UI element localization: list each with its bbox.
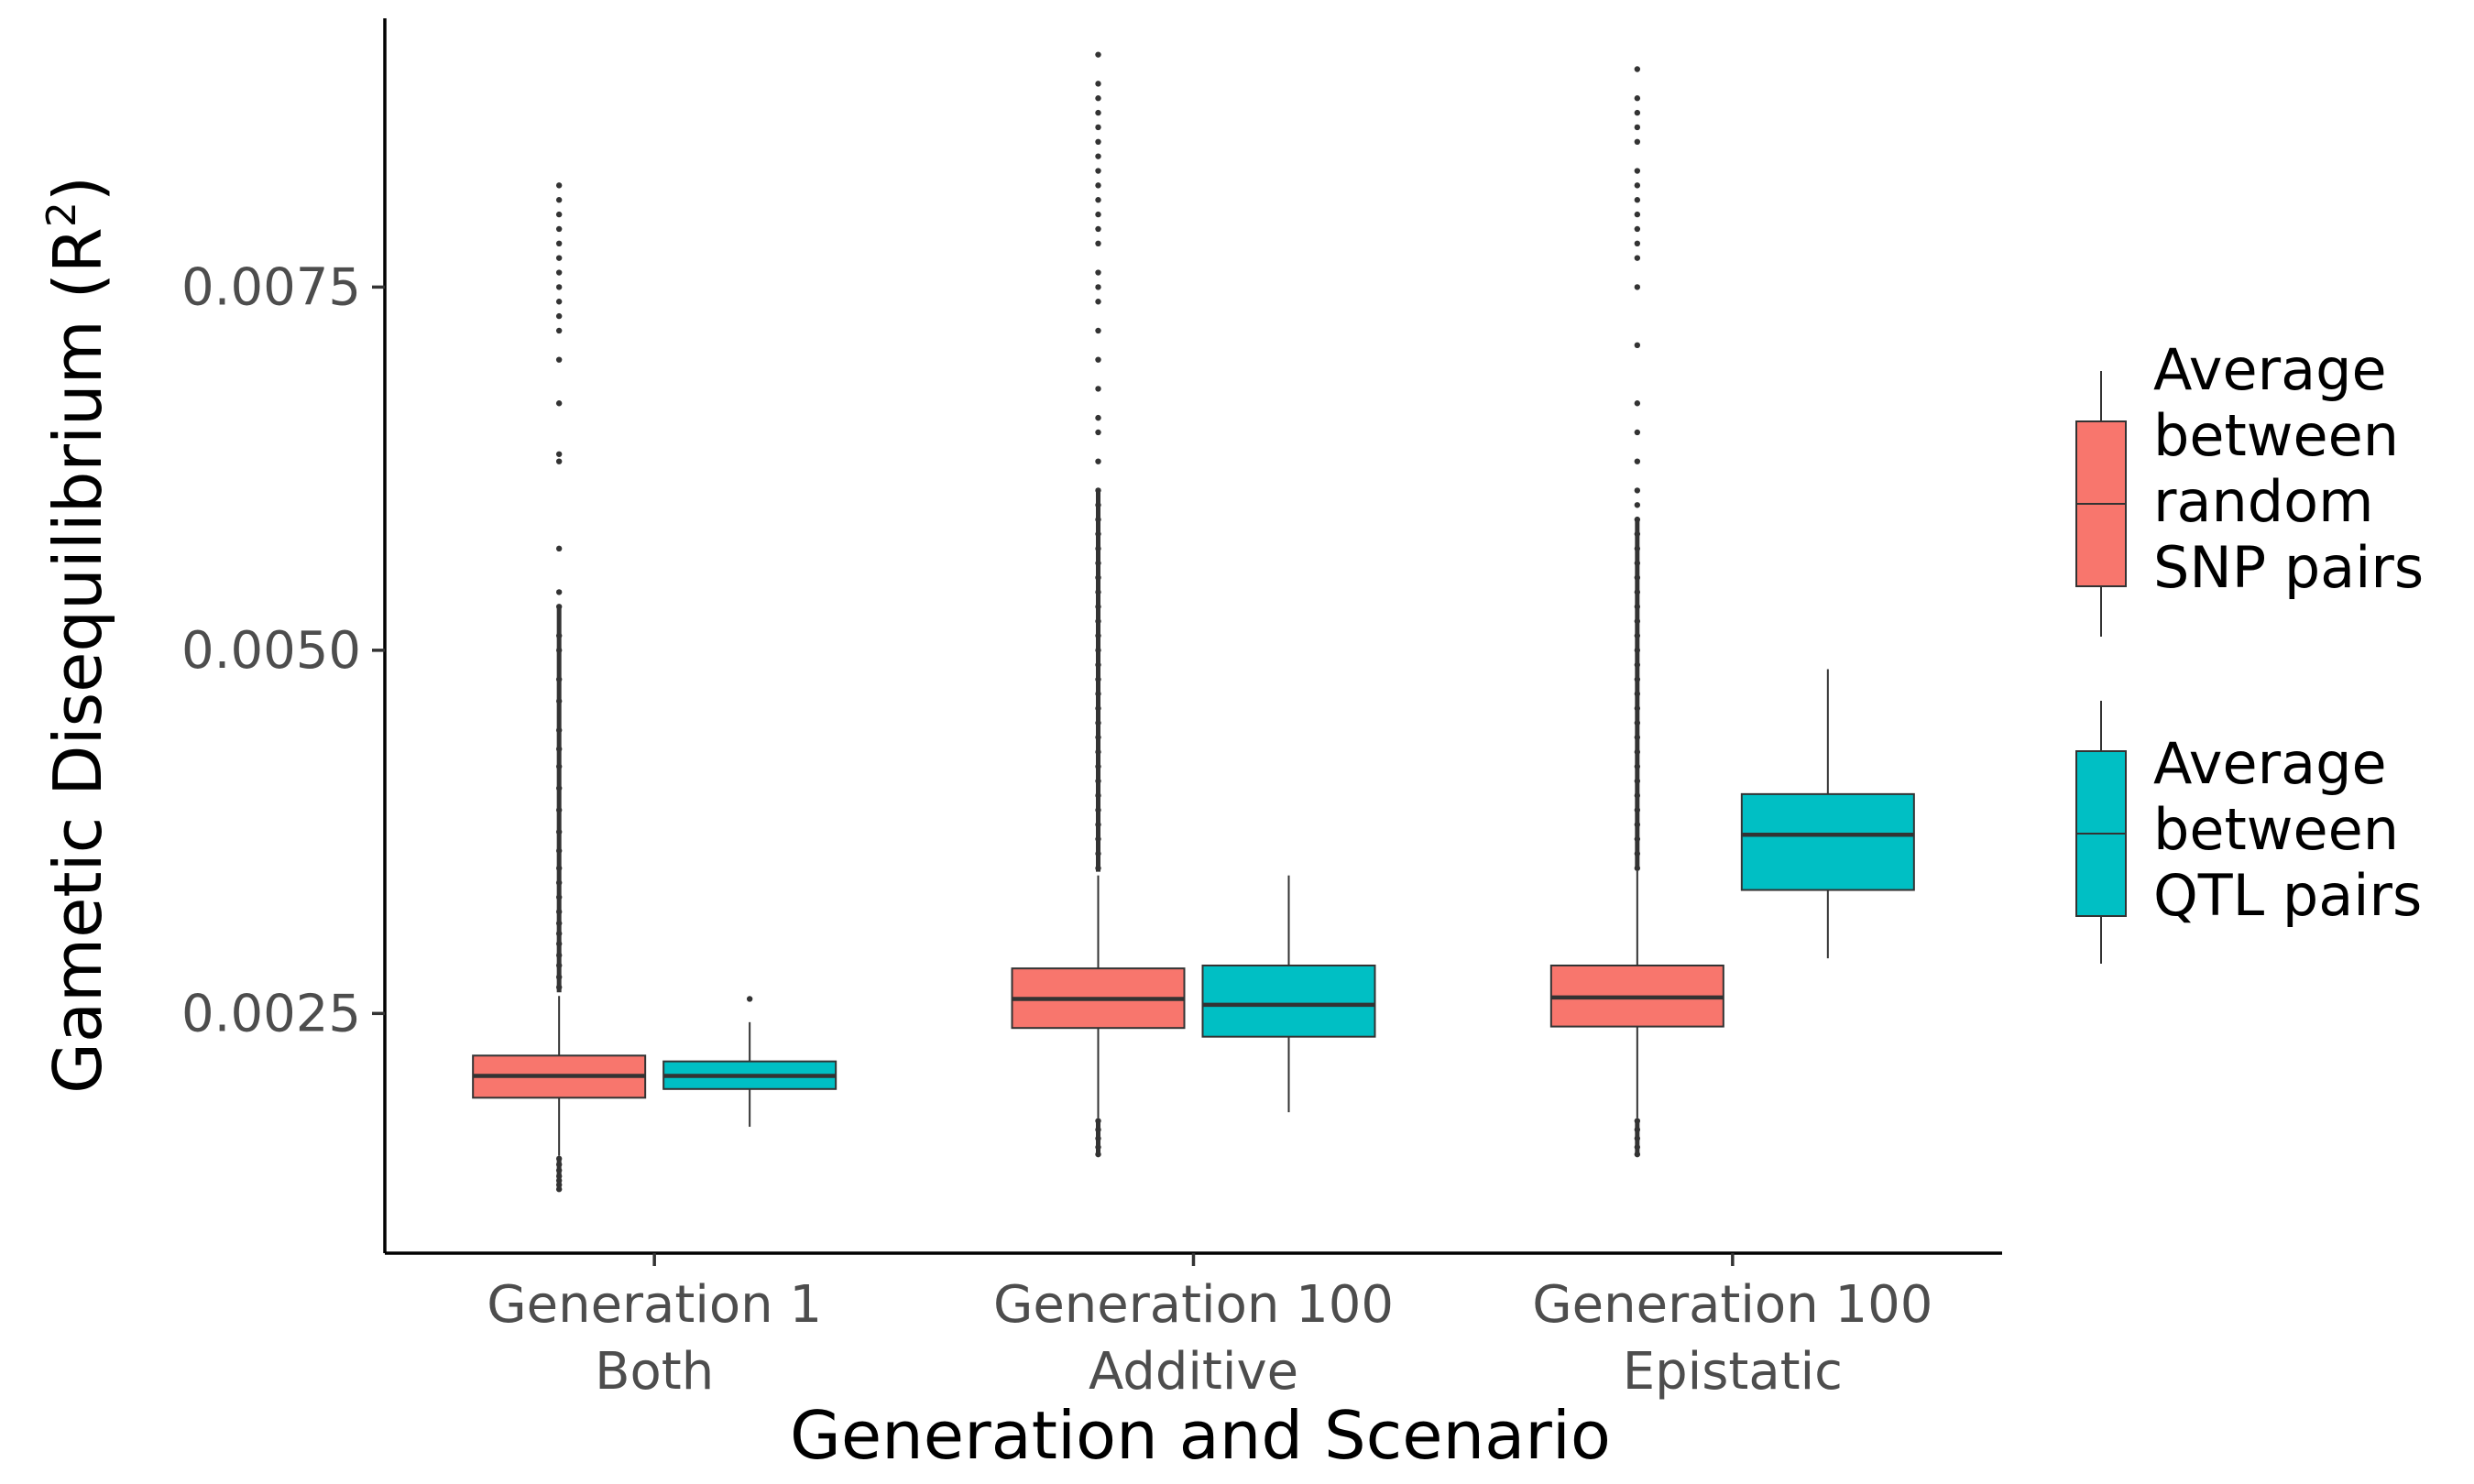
y-tick-label: 0.0075 bbox=[181, 257, 361, 317]
outlier-point bbox=[1634, 109, 1641, 116]
outlier-point bbox=[555, 211, 563, 218]
outlier-point bbox=[1634, 284, 1641, 290]
outlier-point bbox=[555, 299, 563, 305]
outlier-point bbox=[1095, 51, 1101, 58]
legend-label-line: between bbox=[2153, 796, 2399, 863]
x-tick-label-line2: Epistatic bbox=[1623, 1342, 1843, 1402]
legend-label-line: between bbox=[2153, 402, 2399, 469]
outlier-point bbox=[555, 255, 563, 261]
outlier-point bbox=[1095, 182, 1101, 189]
outlier-point bbox=[555, 197, 563, 203]
outlier-point bbox=[1634, 66, 1641, 72]
outlier-point bbox=[1095, 284, 1101, 290]
legend-label-line: Average bbox=[2153, 730, 2387, 797]
outlier-point bbox=[1634, 240, 1641, 247]
outlier-point bbox=[1634, 197, 1641, 203]
outlier-point bbox=[1095, 81, 1101, 87]
legend-label-line: Average bbox=[2153, 336, 2387, 403]
legend-label-line: random bbox=[2153, 468, 2373, 535]
outlier-point bbox=[555, 589, 563, 595]
x-tick-label-line1: Generation 100 bbox=[1532, 1275, 1932, 1335]
outlier-point bbox=[1095, 211, 1101, 218]
outlier-point bbox=[555, 312, 563, 320]
outlier-point bbox=[1634, 255, 1641, 261]
outlier-point bbox=[555, 545, 563, 552]
outlier-point bbox=[555, 240, 563, 247]
outlier-point bbox=[555, 356, 563, 363]
outlier-point bbox=[1095, 138, 1101, 145]
x-tick-label-line1: Generation 100 bbox=[993, 1275, 1394, 1335]
outlier-point bbox=[555, 182, 563, 189]
outlier-point bbox=[555, 400, 563, 407]
legend-label-line: QTL pairs bbox=[2153, 862, 2422, 929]
outlier-point bbox=[1095, 197, 1101, 203]
outlier-point bbox=[1634, 400, 1641, 407]
y-tick-label: 0.0050 bbox=[181, 621, 361, 681]
outlier-point bbox=[1095, 429, 1101, 436]
outlier-point bbox=[1095, 386, 1101, 392]
x-tick-label-line2: Both bbox=[595, 1342, 714, 1402]
outlier-point bbox=[1634, 502, 1641, 508]
x-axis-title: Generation and Scenario bbox=[790, 1397, 1611, 1474]
outlier-point bbox=[1095, 225, 1101, 233]
outlier-point bbox=[1634, 182, 1641, 189]
y-axis-title-main: Gametic Disequilibrium (R bbox=[39, 227, 116, 1094]
outlier-point bbox=[555, 458, 563, 464]
box bbox=[1740, 792, 1915, 891]
outlier-point bbox=[1634, 487, 1641, 494]
y-axis-title-close: ) bbox=[39, 176, 116, 202]
outlier-point bbox=[1634, 342, 1641, 349]
box bbox=[1201, 964, 1376, 1038]
outlier-point bbox=[1095, 327, 1101, 334]
outlier-point bbox=[555, 451, 563, 457]
outlier-point bbox=[746, 996, 753, 1002]
outlier-point bbox=[1634, 211, 1641, 218]
y-axis-title: Gametic Disequilibrium (R2) bbox=[38, 176, 116, 1094]
outlier-point bbox=[1634, 458, 1641, 464]
outlier-point bbox=[555, 327, 563, 334]
outlier-point bbox=[555, 225, 563, 233]
outlier-point bbox=[1095, 269, 1101, 276]
outlier-point bbox=[1095, 124, 1101, 131]
outlier-point bbox=[1634, 138, 1641, 145]
x-tick-label-line1: Generation 1 bbox=[487, 1275, 822, 1335]
y-tick-label: 0.0025 bbox=[181, 984, 361, 1043]
outlier-point bbox=[1095, 356, 1101, 363]
outlier-point bbox=[555, 269, 563, 276]
legend-label-line: SNP pairs bbox=[2153, 534, 2424, 601]
outlier-point bbox=[1095, 153, 1101, 159]
outlier-point bbox=[1095, 299, 1101, 305]
outlier-point bbox=[1095, 240, 1101, 247]
x-tick-label-line2: Additive bbox=[1089, 1342, 1298, 1402]
outlier-point bbox=[555, 284, 563, 290]
outlier-point bbox=[1095, 414, 1101, 421]
outlier-point bbox=[1095, 458, 1101, 464]
outlier-point bbox=[1095, 168, 1101, 174]
y-axis-title-superscript: 2 bbox=[38, 202, 85, 227]
outlier-point bbox=[1634, 225, 1641, 233]
outlier-point bbox=[1095, 109, 1101, 116]
outlier-point bbox=[1634, 168, 1641, 174]
outlier-point bbox=[1095, 95, 1101, 102]
outlier-point bbox=[1634, 95, 1641, 102]
outlier-point bbox=[1634, 429, 1641, 436]
outlier-point bbox=[1634, 124, 1641, 131]
